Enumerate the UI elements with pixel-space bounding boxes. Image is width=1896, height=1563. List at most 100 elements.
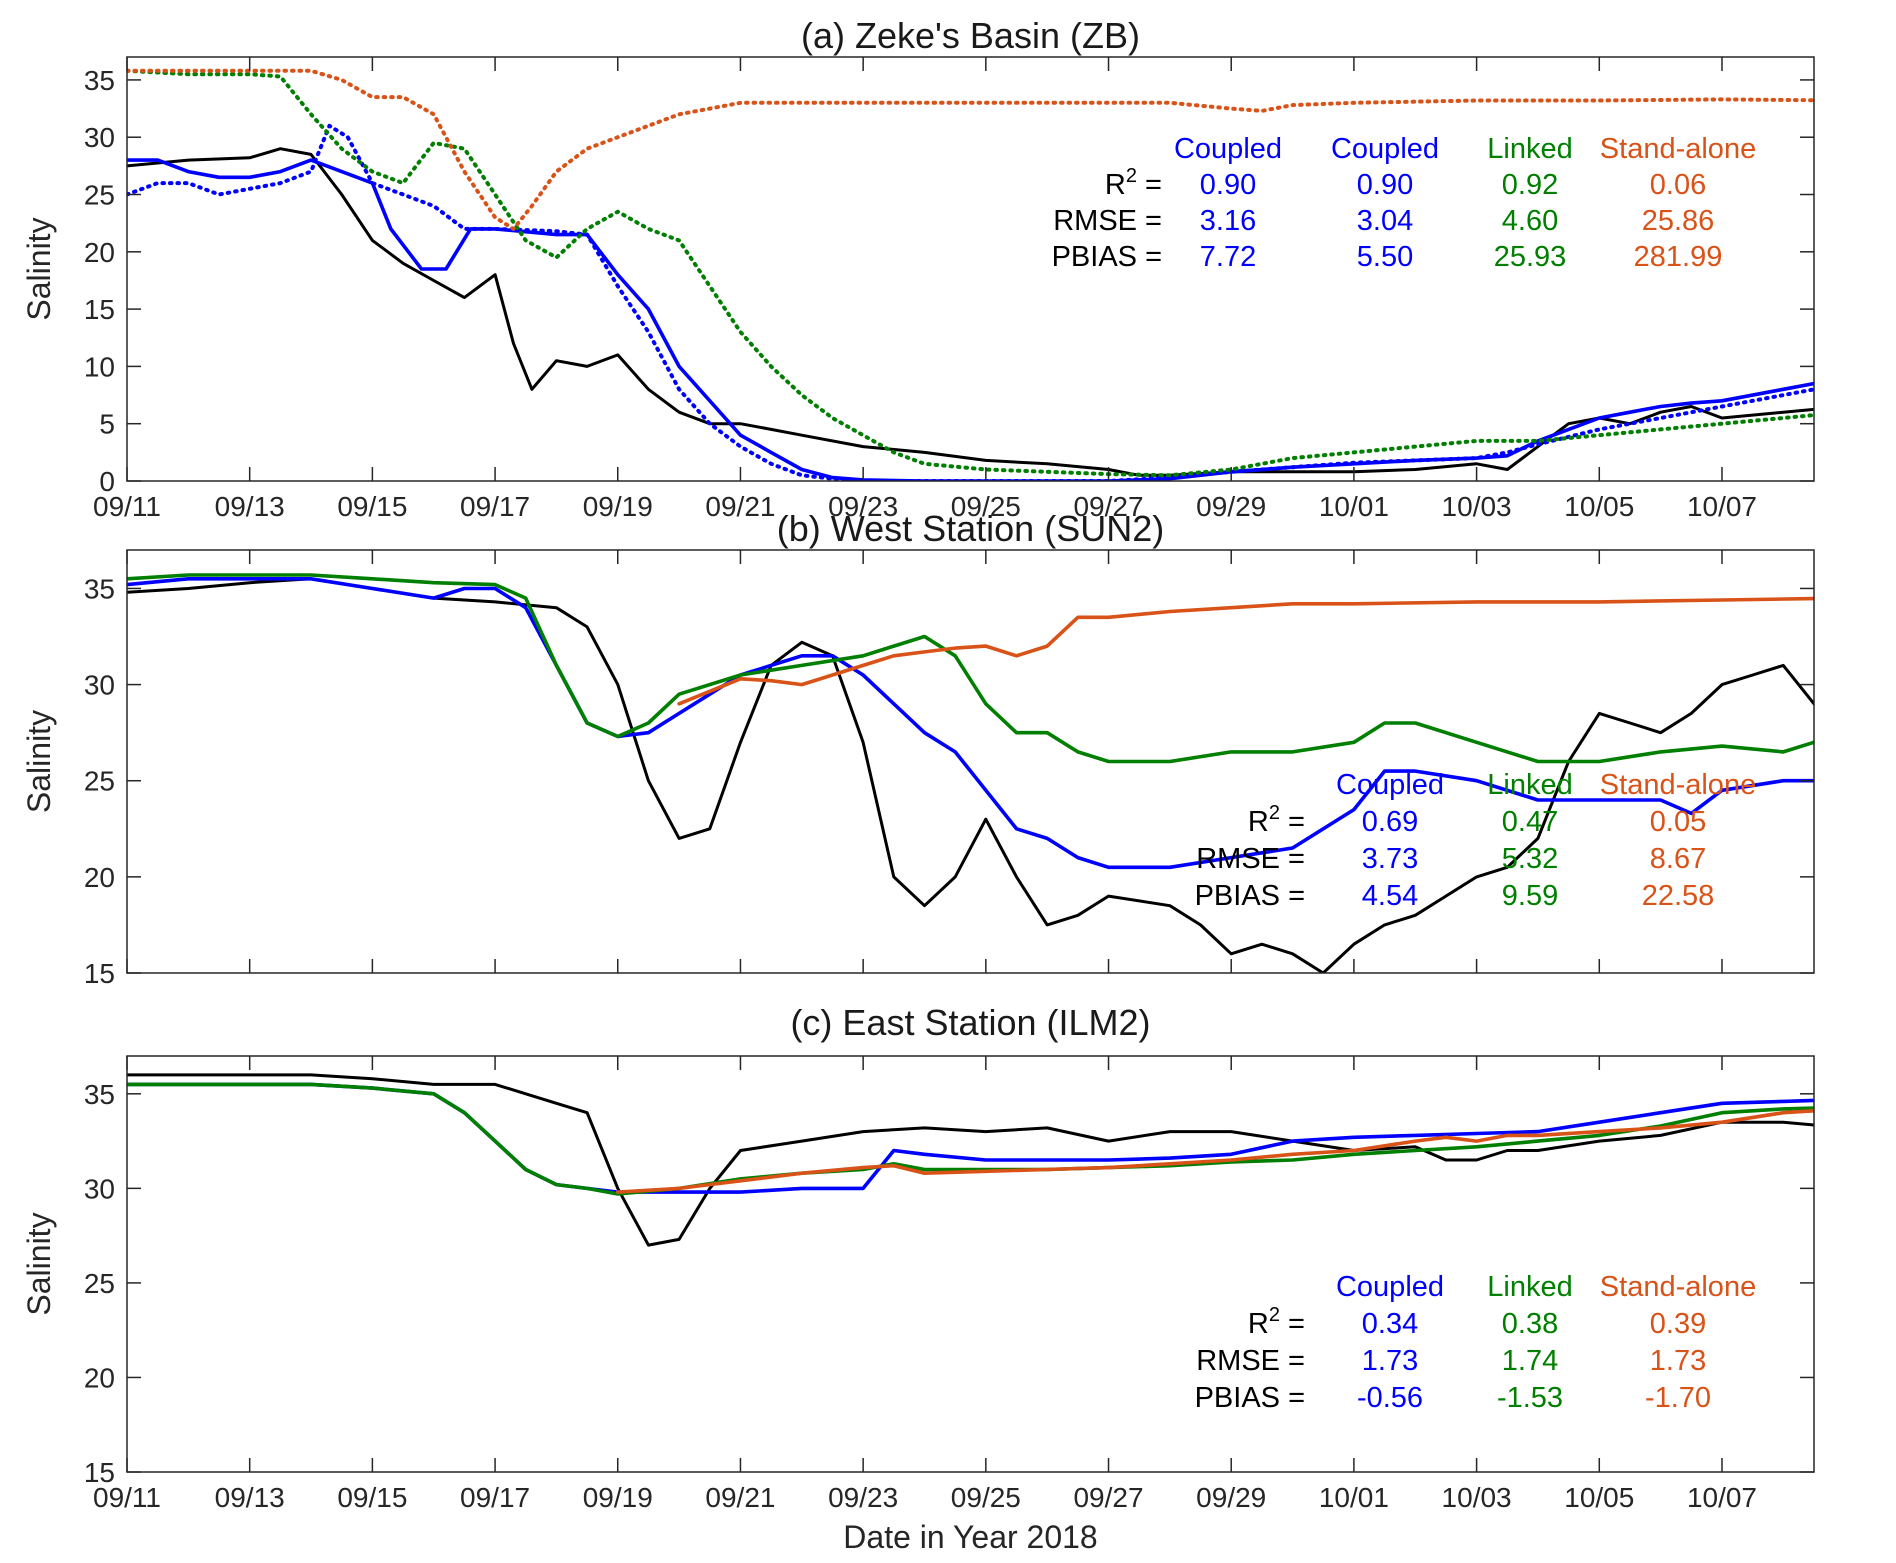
stats-value-coupled: 1.73 — [1362, 1345, 1418, 1377]
x-tick-label: 09/29 — [1196, 1482, 1266, 1513]
stats-value-linked: 5.32 — [1502, 843, 1558, 875]
stats-row-label: RMSE = — [1196, 1345, 1305, 1377]
panel-zekes-basin: (a) Zeke's Basin (ZB) 0 5 10 15 20 25 30 35 09/11… — [21, 15, 1815, 522]
r-squared-equals: = — [1280, 1308, 1305, 1340]
stats-row-label: PBIAS = — [1195, 1382, 1305, 1414]
x-tick-label: 09/23 — [828, 491, 898, 522]
stats-value-linked: 4.60 — [1502, 205, 1558, 237]
stats-value-coupled: 4.54 — [1362, 880, 1418, 912]
x-tick-label: 10/03 — [1442, 491, 1512, 522]
stats-value-linked: 0.47 — [1502, 806, 1558, 838]
series-group — [127, 1073, 1814, 1247]
x-tick-label: 09/25 — [951, 491, 1021, 522]
stats-row-label: R2 = — [1105, 165, 1162, 201]
x-tick-label: 09/13 — [215, 1482, 285, 1513]
x-tick-label: 09/11 — [93, 491, 161, 522]
stats-value-standalone: -1.70 — [1645, 1382, 1711, 1414]
x-tick-label: 10/01 — [1319, 1482, 1389, 1513]
y-tick-label: 30 — [84, 670, 115, 701]
stats-value-standalone: 1.73 — [1650, 1345, 1706, 1377]
y-tick-label: 20 — [84, 1362, 115, 1393]
series-line-observed — [127, 147, 1814, 477]
y-tick-label: 15 — [84, 1457, 115, 1488]
stats-header-standalone: Stand-alone — [1600, 133, 1756, 165]
stats-header-standalone: Stand-alone — [1600, 1271, 1756, 1303]
panel-west-station: (b) West Station (SUN2) 15 20 25 30 35 Salinit… — [21, 508, 1815, 989]
plot-frame — [126, 56, 1815, 482]
stats-value-coupled: 0.34 — [1362, 1308, 1418, 1340]
stats-header-coupled: Coupled — [1336, 769, 1444, 801]
stats-value-standalone: 0.39 — [1650, 1308, 1706, 1340]
x-tick-label: 10/05 — [1564, 491, 1634, 522]
x-tick-label: 09/19 — [583, 1482, 653, 1513]
stats-value-linked: -1.53 — [1497, 1382, 1563, 1414]
stats-value-standalone: 0.05 — [1650, 806, 1706, 838]
stats-value-linked: 9.59 — [1502, 880, 1558, 912]
y-tick-label: 10 — [84, 351, 115, 382]
y-tick-label: 15 — [84, 958, 115, 989]
panel-east-station: (c) East Station (ILM2) 15 20 25 30 35 09/11 09… — [21, 1002, 1815, 1513]
x-tick-label: 10/07 — [1687, 491, 1757, 522]
y-tick-label: 5 — [99, 409, 115, 440]
x-tick-label: 09/11 — [93, 1482, 161, 1513]
series-group — [127, 68, 1814, 481]
r-squared-base: R — [1248, 1308, 1269, 1340]
y-axis-label: Salinity — [21, 217, 57, 320]
r-squared-equals: = — [1280, 806, 1305, 838]
stats-value-linked: 0.38 — [1502, 1308, 1558, 1340]
stats-value-coupled: 3.73 — [1362, 843, 1418, 875]
stats-row-label: PBIAS = — [1195, 880, 1305, 912]
stats-header-linked: Linked — [1487, 133, 1572, 165]
x-tick-label: 09/21 — [705, 1482, 775, 1513]
stats-row-label: RMSE = — [1196, 843, 1305, 875]
stats-row-label: PBIAS = — [1052, 241, 1162, 273]
y-tick-label: 30 — [84, 1173, 115, 1204]
r-squared-exponent: 2 — [1126, 165, 1137, 187]
x-tick-label: 10/01 — [1319, 491, 1389, 522]
r-squared-exponent: 2 — [1269, 802, 1280, 824]
x-tick-label: 09/23 — [828, 1482, 898, 1513]
stats-row-label: R2 = — [1248, 1304, 1305, 1340]
panel-title: (a) Zeke's Basin (ZB) — [801, 15, 1140, 56]
y-tick-label: 35 — [84, 65, 115, 96]
stats-header-coupled: Coupled — [1174, 133, 1282, 165]
series-line-standalone — [677, 596, 1814, 706]
x-tick-label: 09/25 — [951, 1482, 1021, 1513]
stats-value-coupled: 0.69 — [1362, 806, 1418, 838]
y-axis-label: Salinity — [21, 1212, 57, 1315]
y-axis-label: Salinity — [21, 710, 57, 813]
x-tick-label: 10/05 — [1564, 1482, 1634, 1513]
stats-value-standalone: 0.06 — [1650, 169, 1706, 201]
x-tick-label: 09/21 — [705, 491, 775, 522]
series-group — [127, 573, 1814, 973]
stats-header-standalone: Stand-alone — [1600, 769, 1756, 801]
stats-value-standalone: 25.86 — [1642, 205, 1715, 237]
plot-frame — [126, 1055, 1815, 1473]
y-tick-label: 25 — [84, 180, 115, 211]
x-tick-label: 09/15 — [337, 491, 407, 522]
x-tick-label: 09/15 — [337, 1482, 407, 1513]
stats-value-linked: 1.74 — [1502, 1345, 1558, 1377]
series-line-observed — [127, 1073, 1814, 1247]
series-line-linked-dotted — [127, 68, 1814, 478]
stats-value-coupled: 0.90 — [1200, 169, 1256, 201]
stats-value-coupled: 0.90 — [1357, 169, 1413, 201]
stats-header-linked: Linked — [1487, 1271, 1572, 1303]
stats-value-linked: 0.92 — [1502, 169, 1558, 201]
stats-row-label: R2 = — [1248, 802, 1305, 838]
x-tick-label: 10/03 — [1442, 1482, 1512, 1513]
y-tick-label: 0 — [99, 466, 115, 497]
stats-value-standalone: 281.99 — [1634, 241, 1723, 273]
panel-title: (b) West Station (SUN2) — [777, 508, 1164, 549]
x-axis-label: Date in Year 2018 — [843, 1519, 1097, 1555]
y-tick-label: 25 — [84, 766, 115, 797]
r-squared-base: R — [1105, 169, 1126, 201]
y-tick-label: 20 — [84, 862, 115, 893]
series-line-standalone-dotted — [127, 68, 1814, 231]
stats-value-coupled: 3.16 — [1200, 205, 1256, 237]
stats-row-label: RMSE = — [1053, 205, 1162, 237]
x-tick-label: 09/13 — [215, 491, 285, 522]
r-squared-equals: = — [1137, 169, 1162, 201]
x-tick-label: 09/27 — [1073, 1482, 1143, 1513]
